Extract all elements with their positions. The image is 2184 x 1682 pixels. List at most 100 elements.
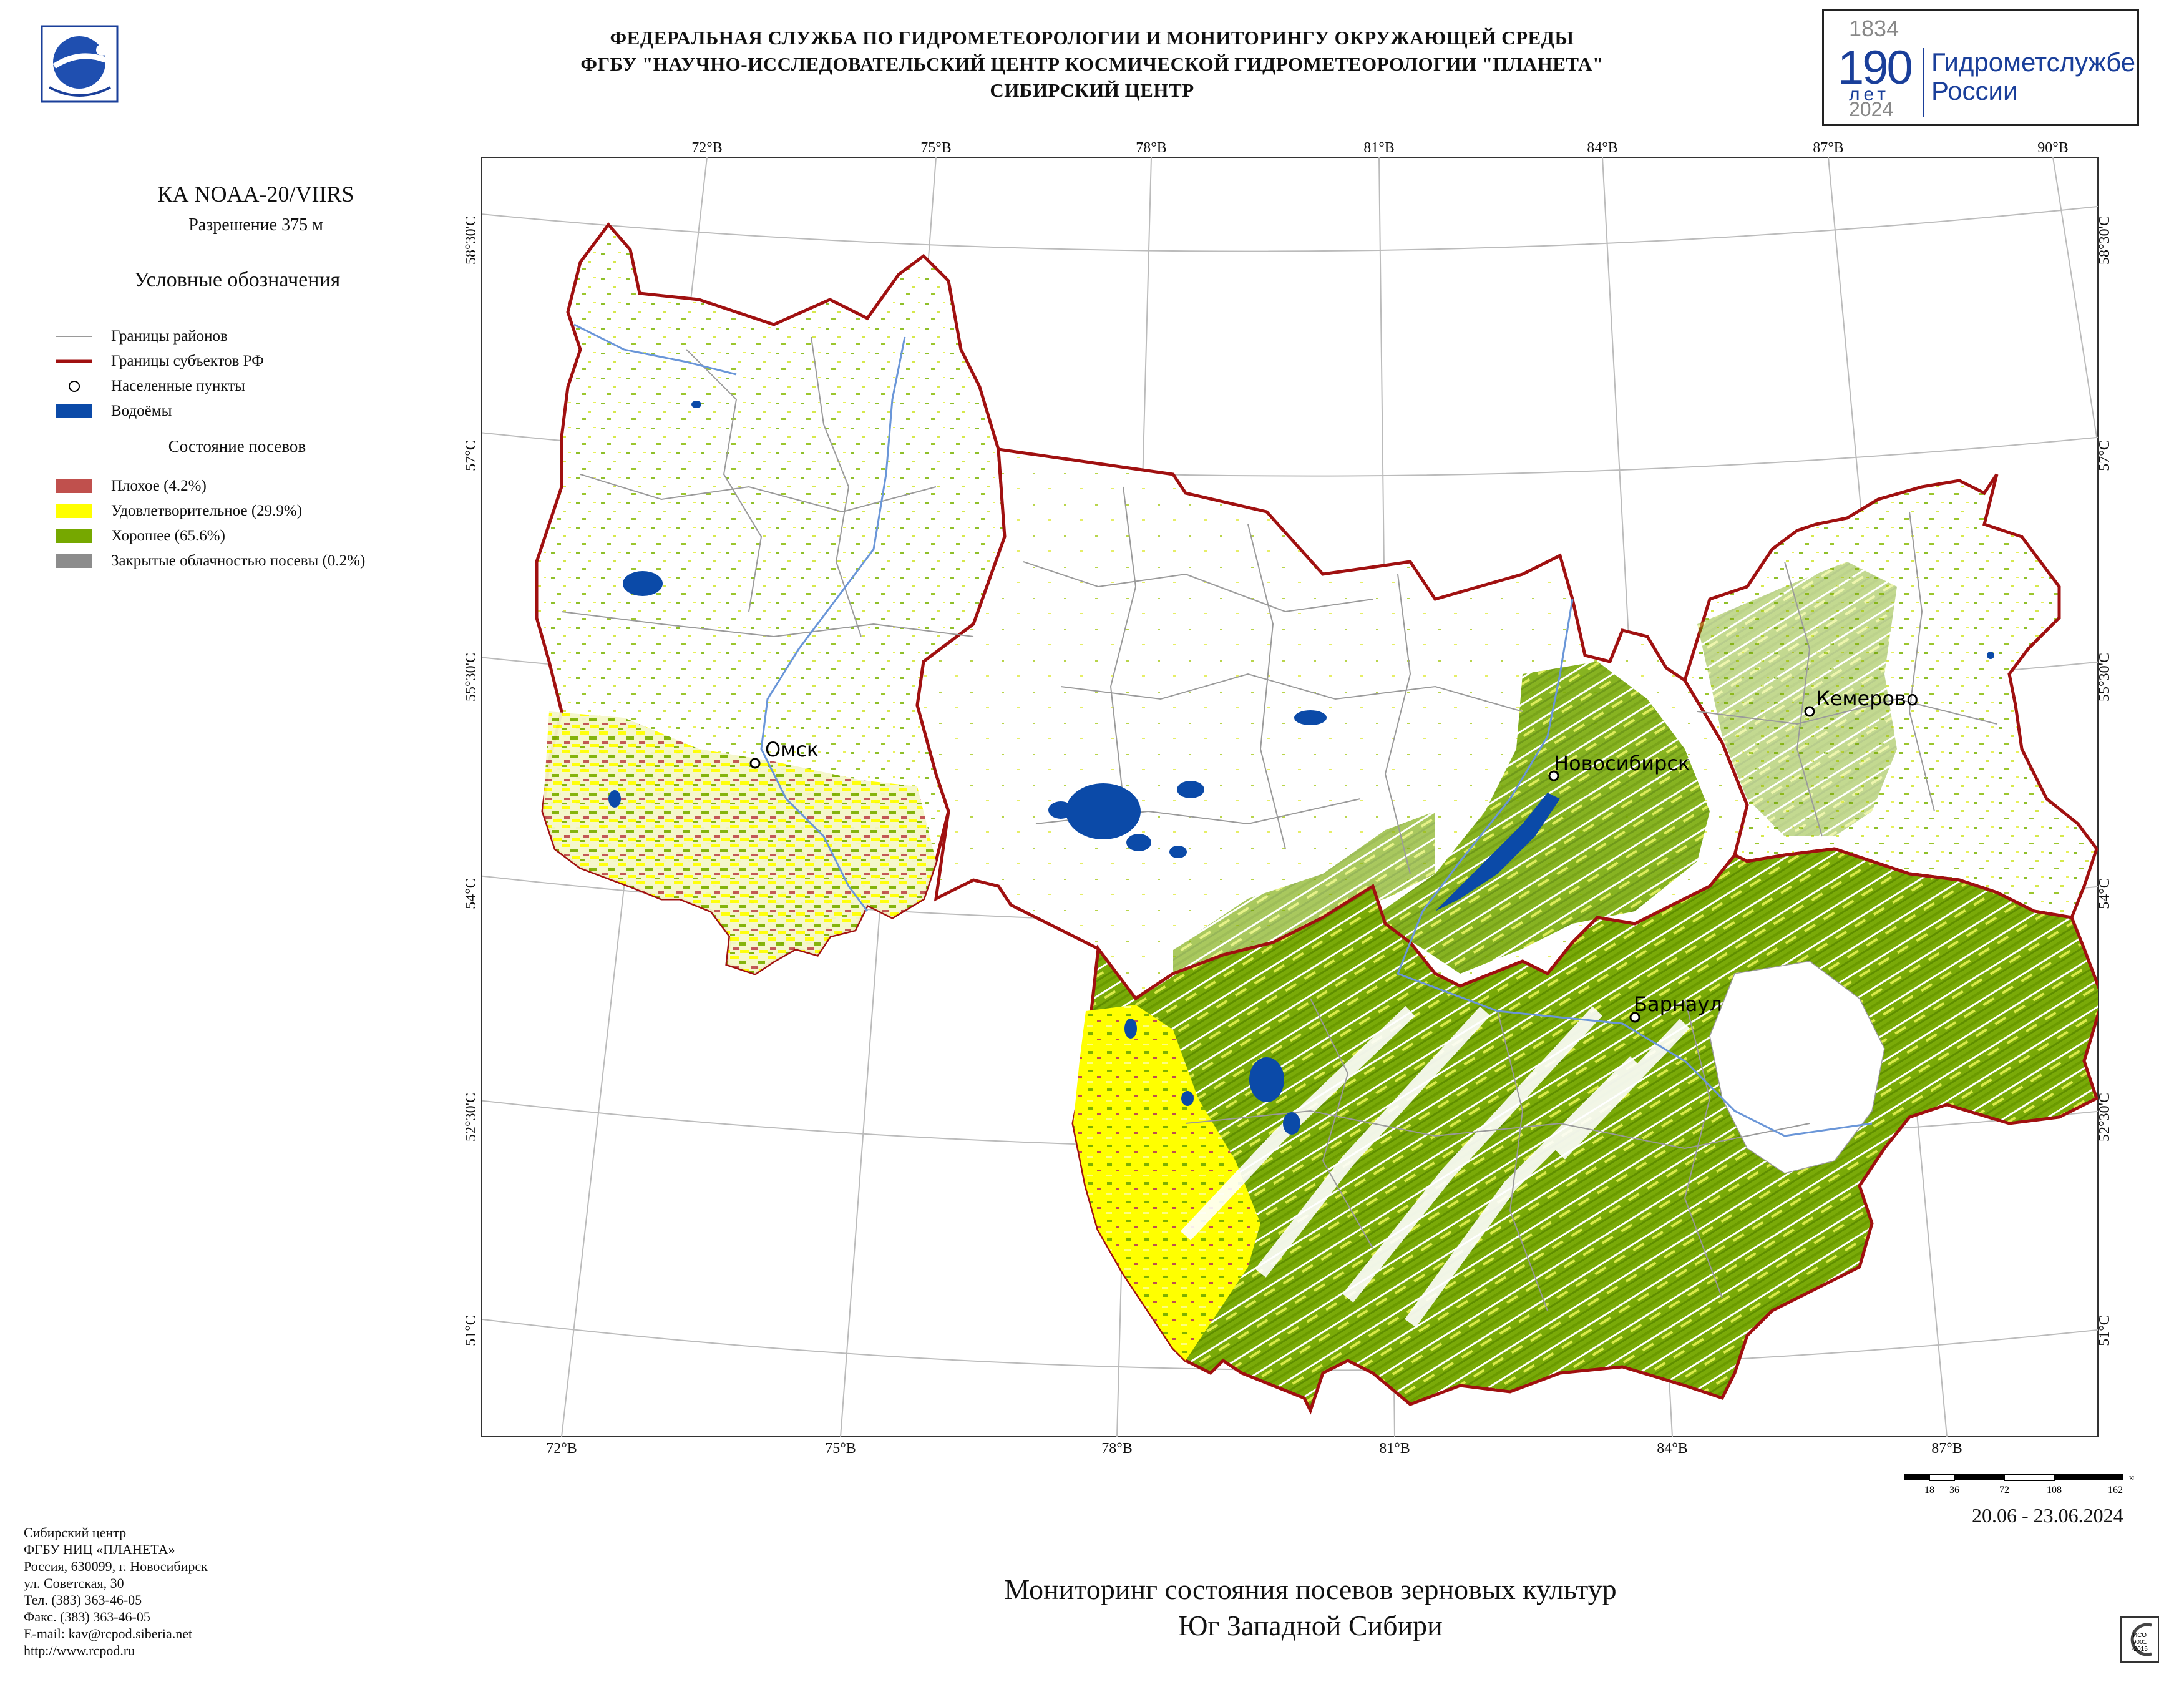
legend-item-water: Водоёмы	[56, 403, 172, 420]
novosibirsk-label: Новосибирск	[1554, 751, 1690, 775]
legend-label: Водоёмы	[111, 403, 172, 419]
lat-left-label: 52°30'С	[463, 1093, 479, 1142]
lon-top-label: 84°В	[1587, 140, 1618, 156]
legend-title: Условные обозначения	[134, 268, 341, 291]
lat-left-label: 58°30'С	[463, 216, 479, 265]
latitude-labels-left: 58°30'С 57°С 55°30'С 54°С 52°30'С 51°С	[463, 216, 479, 1346]
date-range: 20.06 - 23.06.2024	[1972, 1504, 2123, 1527]
satisfactory-swatch-icon	[56, 504, 92, 518]
lat-right-label: 55°30'С	[2097, 653, 2113, 702]
water-fill-icon	[56, 404, 92, 418]
lon-bottom-label: 81°В	[1379, 1440, 1410, 1457]
footer-email[interactable]: E-mail: kav@rcpod.siberia.net	[24, 1626, 193, 1641]
poor-swatch-icon	[56, 479, 92, 493]
cert-line-2: 9001	[2133, 1639, 2147, 1646]
scale-tick-label: 18	[1924, 1485, 1934, 1495]
scale-tick-label: 72	[1999, 1485, 2009, 1495]
roshydromet-logo	[41, 25, 119, 103]
resolution: Разрешение 375 м	[188, 215, 323, 235]
footer-line: ФГБУ НИЦ «ПЛАНЕТА»	[24, 1542, 175, 1557]
red-line-icon	[56, 354, 92, 368]
legend-label: Границы субъектов РФ	[111, 353, 264, 369]
header-line-2: ФГБУ "НАУЧНО-ИССЛЕДОВАТЕЛЬСКИЙ ЦЕНТР КОС…	[580, 53, 1604, 75]
anniversary-logo: 1834 190 лет 2024 Гидрометслужбе России	[1822, 9, 2139, 126]
contact-info: Сибирский центр ФГБУ НИЦ «ПЛАНЕТА» Росси…	[24, 1524, 208, 1659]
grey-line-icon	[56, 330, 92, 343]
header-line-3: СИБИРСКИЙ ЦЕНТР	[990, 79, 1194, 101]
legend-label: Плохое (4.2%)	[111, 477, 207, 494]
scale-bar: 18 36 72 108 162 км	[1903, 1473, 2139, 1506]
legend-crop-cloud: Закрытые облачностью посевы (0.2%)	[56, 552, 365, 570]
rivers	[573, 323, 1873, 1137]
cities: Омск Новосибирск Кемерово Барнаул	[749, 687, 1919, 1023]
lat-left-label: 57°С	[463, 440, 479, 471]
lat-right-label: 57°С	[2097, 440, 2113, 471]
good-swatch-icon	[56, 529, 92, 543]
lon-bottom-label: 87°В	[1931, 1440, 1962, 1457]
legend-crop-poor: Плохое (4.2%)	[56, 477, 207, 495]
lat-left-label: 55°30'С	[463, 653, 479, 702]
anniversary-divider	[1923, 48, 1924, 117]
map-content: Омск Новосибирск Кемерово Барнаул	[482, 157, 2098, 1437]
legend-label: Хорошее (65.6%)	[111, 527, 225, 544]
lat-left-label: 54°С	[463, 878, 479, 909]
kemerovo-crops	[1697, 562, 1897, 836]
satellite-name: КА NOAA-20/VIIRS	[157, 182, 354, 207]
anniversary-year-start: 1834	[1849, 16, 1899, 41]
novosibirsk-marker	[1548, 770, 1559, 781]
crops-legend-title: Состояние посевов	[168, 437, 306, 456]
anniversary-year-end: 2024	[1849, 98, 1894, 120]
circle-icon	[56, 379, 92, 393]
scale-tick-label: 162	[2108, 1485, 2123, 1495]
footer-line: ул. Советская, 30	[24, 1575, 124, 1591]
lon-top-label: 75°В	[920, 140, 952, 156]
legend-label: Населенные пункты	[111, 378, 245, 394]
kemerovo-label: Кемерово	[1816, 687, 1919, 710]
scale-tick-label: 36	[1949, 1485, 1959, 1495]
novosibirsk-south-crops	[1173, 811, 1435, 974]
iso-certificate-icon: ИСО 9001 -2015	[2120, 1616, 2159, 1663]
legend-crop-good: Хорошее (65.6%)	[56, 527, 225, 545]
legend-label: Границы районов	[111, 328, 228, 345]
map-title-line-1: Мониторинг состояния посевов зерновых ку…	[1004, 1573, 1617, 1605]
footer-website-link[interactable]: http://www.rcpod.ru	[24, 1643, 135, 1658]
barnaul-marker	[1629, 1012, 1640, 1023]
kemerovo-marker	[1804, 706, 1815, 717]
cert-line-3: -2015	[2132, 1646, 2148, 1653]
anniversary-org-line-1: Гидрометслужбе	[1931, 47, 2136, 77]
organization-header: ФЕДЕРАЛЬНАЯ СЛУЖБА ПО ГИДРОМЕТЕОРОЛОГИИ …	[530, 25, 1654, 104]
altai-west-yellow	[1073, 1005, 1260, 1361]
lon-bottom-label: 84°В	[1657, 1440, 1688, 1457]
map-title-line-2: Юг Западной Сибири	[1178, 1610, 1443, 1641]
lat-right-label: 58°30'С	[2097, 216, 2113, 265]
footer-line: Россия, 630099, г. Новосибирск	[24, 1558, 208, 1574]
lon-bottom-label: 75°В	[825, 1440, 856, 1457]
lon-top-label: 90°В	[2037, 140, 2069, 156]
anniversary-unit: лет	[1849, 84, 1889, 105]
lat-right-label: 51°С	[2097, 1315, 2113, 1346]
omsk-south-crops	[543, 711, 936, 974]
scale-tick-label: 108	[2047, 1485, 2062, 1495]
legend-item-district-borders: Границы районов	[56, 328, 228, 345]
omsk-marker	[749, 758, 761, 769]
legend-crop-satisfactory: Удовлетворительное (29.9%)	[56, 502, 302, 520]
longitude-labels-top: 72°В 75°В 78°В 81°В 84°В 87°В 90°В	[691, 140, 2069, 156]
cert-line-1: ИСО	[2133, 1632, 2147, 1639]
anniversary-org-line-2: России	[1931, 76, 2018, 105]
ob-reservoir	[1435, 793, 1560, 911]
lakes	[608, 401, 1994, 1135]
footer-line: Сибирский центр	[24, 1525, 127, 1540]
barnaul-label: Барнаул	[1634, 992, 1722, 1016]
scale-unit: км	[2129, 1474, 2134, 1483]
map-title: Мониторинг состояния посевов зерновых ку…	[811, 1572, 1810, 1644]
anniversary-number: 190	[1838, 41, 1913, 94]
longitude-labels-bottom: 72°В 75°В 78°В 81°В 84°В 87°В	[546, 1440, 1962, 1457]
lon-top-label: 72°В	[691, 140, 723, 156]
cloud-swatch-icon	[56, 554, 92, 568]
forest-belts	[1180, 1006, 1690, 1328]
legend-item-settlements: Населенные пункты	[56, 378, 245, 395]
lat-left-label: 51°С	[463, 1315, 479, 1346]
lon-top-label: 78°В	[1136, 140, 1167, 156]
lon-top-label: 81°В	[1363, 140, 1395, 156]
